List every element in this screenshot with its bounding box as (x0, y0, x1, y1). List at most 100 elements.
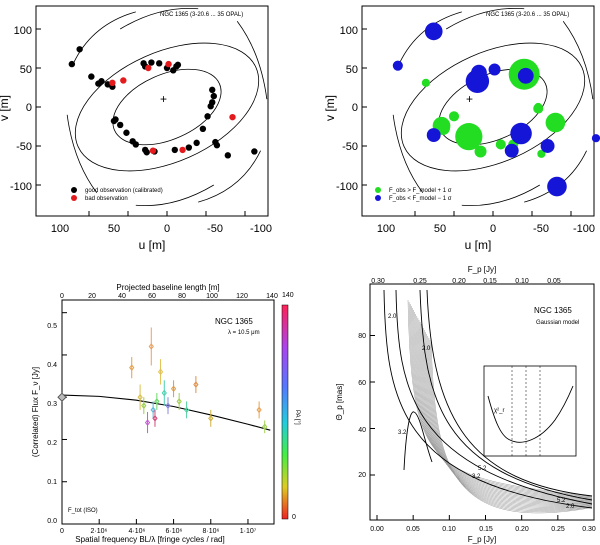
contour-line (383, 289, 593, 509)
uv-point (132, 141, 139, 148)
uv-arc-track (135, 184, 215, 207)
panel-uv-quality: NGC 1365 (3-20.6 ... 35 OPAL) + 100 50 0… (0, 5, 272, 252)
contour-label: 2.0 (566, 504, 575, 510)
inset-curve (487, 385, 574, 443)
bottom-tick-labels: 0 2·10⁶ 4·10⁶ 6·10⁶ 8·10⁶ 1·10⁷ (60, 528, 257, 535)
uv-arc-track (66, 114, 98, 194)
x-tick-labels: 100 50 0 -50 -100 (51, 223, 272, 235)
colorbar-bottom-label: 0 (292, 514, 296, 521)
flux-point (161, 389, 167, 397)
uv-point (171, 146, 178, 154)
top-tick-label: 0.20 (452, 278, 466, 285)
y-tick-label: 80 (358, 333, 366, 340)
corner-note: F_tot (ISO) (68, 508, 98, 514)
uv-arc-track (445, 7, 525, 30)
panel-chi2-map: F_p [Jy] 0.30 0.25 0.20 0.15 0.10 0.05 0… (335, 265, 596, 544)
axis-ticks (370, 335, 595, 520)
total-flux-marker (57, 392, 67, 402)
residual-point (474, 145, 487, 158)
residual-point (495, 139, 506, 150)
y-tick-label: -50 (342, 141, 358, 153)
legend: good observation (calibrated) bad observ… (71, 187, 163, 202)
uv-point (185, 144, 193, 151)
bottom-tick-label: 1·10⁷ (240, 528, 257, 535)
flux-point (129, 364, 135, 371)
annotation-name: NGC 1365 (215, 317, 253, 326)
inset-y-label: χ²_r (494, 408, 504, 414)
uv-point (209, 86, 216, 94)
uv-point (148, 59, 155, 66)
contour-label: 2.0 (388, 314, 397, 320)
uv-point (120, 77, 127, 84)
flux-point (262, 423, 268, 431)
bottom-tick-label: 0.00 (370, 526, 384, 533)
bottom-tick-label: 0.30 (582, 526, 596, 533)
x-tick-label: -100 (573, 223, 595, 235)
uv-ellipse (74, 42, 260, 172)
uv-point (224, 152, 232, 159)
x-axis-label: u [m] (139, 238, 166, 252)
flux-point (154, 398, 160, 405)
uv-point (204, 113, 211, 120)
annotation-sub: Gaussian model (536, 320, 579, 326)
uv-point (179, 146, 186, 154)
legend: F_obs > F_model + 1 σ F_obs < F_model − … (375, 187, 452, 202)
residual-point (448, 111, 460, 122)
y-tick-labels: 100 50 0 -50 -100 (336, 25, 358, 193)
top-tick-label: 20 (88, 293, 96, 300)
origin-marker: + (466, 92, 473, 106)
bottom-tick-label: 0.20 (515, 526, 529, 533)
uv-arc-track (562, 20, 594, 100)
bottom-tick-label: 2·10⁶ (91, 528, 108, 535)
contour-line (395, 289, 593, 505)
bottom-tick-label: 6·10⁶ (166, 528, 183, 535)
residual-point (424, 22, 443, 41)
uv-arc-track (236, 20, 268, 100)
legend-bad: bad observation (85, 196, 128, 202)
bottom-tick-label: 4·10⁶ (129, 528, 146, 535)
legend-good: good observation (calibrated) (85, 188, 163, 194)
panel-title: NGC 1365 (3-20.6 ... 35 OPAL) (486, 12, 569, 18)
top-tick-label: 60 (148, 293, 156, 300)
x-tick-labels: 100 50 0 -50 -100 (377, 223, 595, 235)
top-tick-label: 0.30 (371, 278, 385, 285)
residual-point (392, 60, 403, 71)
axis-ticks (362, 28, 572, 216)
uv-arc-track (399, 11, 462, 64)
contour-line (430, 341, 593, 514)
y-tick-label: 60 (358, 380, 366, 387)
uv-point (143, 149, 150, 156)
uv-point (117, 121, 124, 129)
residual-point (547, 176, 567, 197)
uv-point (123, 129, 130, 136)
y-tick-label: 0.1 (47, 479, 57, 486)
top-tick-label: 0 (60, 293, 64, 300)
flux-point (137, 393, 143, 401)
y-axis-label: Θ_p [mas] (335, 384, 344, 421)
bottom-axis-label: Spatial frequency BL/λ [fringe cycles / … (75, 535, 224, 544)
uv-arc-track (198, 150, 261, 203)
legend-marker-bad (71, 195, 77, 201)
uv-point (145, 64, 152, 72)
flux-data (57, 327, 271, 434)
residual-point (426, 128, 441, 143)
top-tick-labels: 0.30 0.25 0.20 0.15 0.10 0.05 (371, 278, 561, 285)
residual-point (455, 123, 483, 151)
panel-flux-vs-frequency: Projected baseline length [m] 0 20 40 60… (31, 283, 300, 544)
x-tick-label: 0 (164, 223, 170, 235)
y-tick-label: 50 (20, 64, 32, 76)
y-tick-label: 0.2 (47, 440, 57, 447)
uv-point (110, 117, 118, 125)
uv-point (109, 79, 116, 87)
y-tick-label: 100 (340, 25, 358, 37)
flux-point (165, 402, 171, 409)
bottom-tick-label: 0.10 (442, 526, 456, 533)
top-axis-label: F_p [Jy] (468, 265, 496, 274)
plot-frame (35, 5, 269, 217)
residual-point (471, 64, 487, 81)
y-tick-labels: 0.0 0.1 0.2 0.3 0.4 0.5 (47, 323, 57, 525)
flux-point (176, 398, 182, 405)
bottom-axis-label: F_p [Jy] (468, 535, 496, 544)
flux-point (256, 406, 262, 414)
uv-point (209, 99, 216, 106)
